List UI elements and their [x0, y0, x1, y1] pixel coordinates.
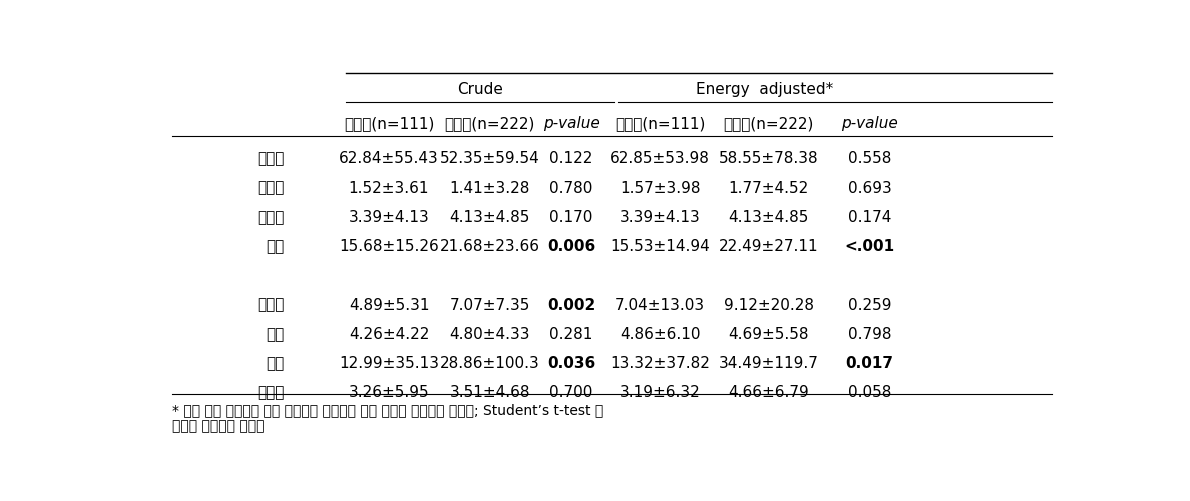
Text: 0.170: 0.170: [550, 209, 593, 224]
Text: 전곡류: 전곡류: [257, 297, 284, 312]
Text: 4.26±4.22: 4.26±4.22: [349, 326, 430, 341]
Text: 3.39±4.13: 3.39±4.13: [349, 209, 430, 224]
Text: 52.35±59.54: 52.35±59.54: [440, 151, 539, 166]
Text: 0.281: 0.281: [550, 326, 593, 341]
Text: 0.558: 0.558: [847, 151, 891, 166]
Text: 커피: 커피: [267, 326, 284, 341]
Text: 4.86±6.10: 4.86±6.10: [620, 326, 701, 341]
Text: 4.80±4.33: 4.80±4.33: [450, 326, 530, 341]
Text: <.001: <.001: [845, 238, 895, 254]
Text: 3.26±5.95: 3.26±5.95: [349, 385, 430, 400]
Text: 4.13±4.85: 4.13±4.85: [450, 209, 530, 224]
Text: 대조군(n=222): 대조군(n=222): [724, 116, 814, 131]
Text: 34.49±119.7: 34.49±119.7: [719, 355, 819, 370]
Text: p-value: p-value: [543, 116, 600, 131]
Text: 녹차: 녹차: [267, 355, 284, 370]
Text: 9.12±20.28: 9.12±20.28: [724, 297, 814, 312]
Text: 1.41±3.28: 1.41±3.28: [450, 180, 530, 195]
Text: p-value: p-value: [841, 116, 898, 131]
Text: 0.002: 0.002: [547, 297, 595, 312]
Text: 62.84±55.43: 62.84±55.43: [339, 151, 439, 166]
Text: 13.32±37.82: 13.32±37.82: [610, 355, 710, 370]
Text: 0.036: 0.036: [547, 355, 595, 370]
Text: 생선: 생선: [267, 238, 284, 254]
Text: 가공육: 가공육: [257, 180, 284, 195]
Text: 0.006: 0.006: [547, 238, 595, 254]
Text: 3.19±6.32: 3.19±6.32: [620, 385, 701, 400]
Text: 0.017: 0.017: [846, 355, 894, 370]
Text: 22.49±27.11: 22.49±27.11: [719, 238, 819, 254]
Text: 7.04±13.03: 7.04±13.03: [615, 297, 706, 312]
Text: 가금류: 가금류: [257, 209, 284, 224]
Text: 15.53±14.94: 15.53±14.94: [610, 238, 710, 254]
Text: 0.700: 0.700: [550, 385, 593, 400]
Text: 4.69±5.58: 4.69±5.58: [728, 326, 809, 341]
Text: 적색육: 적색육: [257, 151, 284, 166]
Text: 0.798: 0.798: [847, 326, 891, 341]
Text: 1.77±4.52: 1.77±4.52: [728, 180, 809, 195]
Text: 0.174: 0.174: [847, 209, 891, 224]
Text: 환자군(n=111): 환자군(n=111): [344, 116, 434, 131]
Text: Crude: Crude: [457, 82, 503, 97]
Text: 58.55±78.38: 58.55±78.38: [719, 151, 819, 166]
Text: 견과류: 견과류: [257, 385, 284, 400]
Text: 3.39±4.13: 3.39±4.13: [620, 209, 701, 224]
Text: 4.89±5.31: 4.89±5.31: [349, 297, 430, 312]
Text: * 모든 식품 섭취량은 평균 에너지를 보정하는 잔사 방법을 이용하여 계산함; Student’s t-test 이: * 모든 식품 섭취량은 평균 에너지를 보정하는 잔사 방법을 이용하여 계산…: [173, 402, 603, 416]
Text: 4.66±6.79: 4.66±6.79: [728, 385, 809, 400]
Text: Energy  adjusted*: Energy adjusted*: [696, 82, 833, 97]
Text: 대조군(n=222): 대조군(n=222): [445, 116, 536, 131]
Text: 4.13±4.85: 4.13±4.85: [728, 209, 809, 224]
Text: 62.85±53.98: 62.85±53.98: [610, 151, 710, 166]
Text: 환자군(n=111): 환자군(n=111): [615, 116, 706, 131]
Text: 0.693: 0.693: [847, 180, 891, 195]
Text: 28.86±100.3: 28.86±100.3: [440, 355, 539, 370]
Text: 15.68±15.26: 15.68±15.26: [339, 238, 439, 254]
Text: 용하여 유의확률 계산함: 용하여 유의확률 계산함: [173, 418, 264, 432]
Text: 1.57±3.98: 1.57±3.98: [620, 180, 701, 195]
Text: 0.122: 0.122: [550, 151, 593, 166]
Text: 0.058: 0.058: [847, 385, 891, 400]
Text: 0.259: 0.259: [847, 297, 891, 312]
Text: 0.780: 0.780: [550, 180, 593, 195]
Text: 3.51±4.68: 3.51±4.68: [450, 385, 530, 400]
Text: 7.07±7.35: 7.07±7.35: [450, 297, 530, 312]
Text: 21.68±23.66: 21.68±23.66: [440, 238, 540, 254]
Text: 12.99±35.13: 12.99±35.13: [339, 355, 439, 370]
Text: 1.52±3.61: 1.52±3.61: [349, 180, 430, 195]
